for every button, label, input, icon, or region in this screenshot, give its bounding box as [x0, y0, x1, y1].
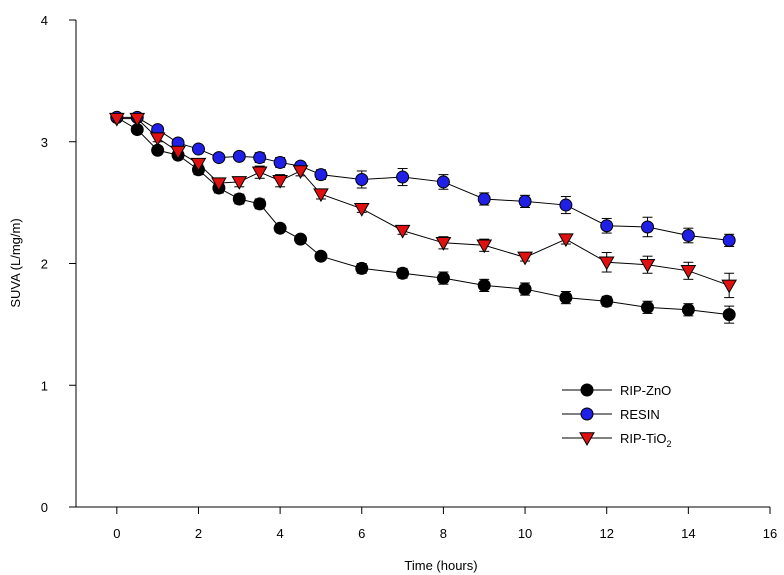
data-point — [232, 192, 246, 206]
data-point — [559, 291, 573, 305]
data-point — [273, 221, 287, 235]
data-point — [272, 174, 288, 189]
data-point — [313, 188, 329, 203]
data-point — [477, 278, 491, 292]
series-line — [116, 116, 730, 316]
data-point — [314, 249, 328, 263]
data-point — [170, 145, 186, 160]
y-tick-label: 2 — [41, 257, 48, 272]
legend-item: RIP-ZnO — [562, 383, 671, 398]
legend: RIP-ZnO RESIN RIP-TiO2 — [562, 383, 671, 449]
data-point — [251, 166, 268, 181]
data-point — [273, 155, 287, 169]
legend-label-text: RIP-TiO — [620, 431, 666, 446]
data-point — [639, 258, 656, 273]
data-point — [190, 157, 207, 172]
x-tick-label: 8 — [440, 526, 447, 541]
data-point — [294, 232, 308, 246]
x-tick-label: 10 — [518, 526, 532, 541]
legend-marker — [579, 432, 595, 447]
data-point — [436, 175, 450, 189]
x-tick-label: 12 — [599, 526, 613, 541]
data-point — [600, 219, 614, 233]
legend-label: RIP-ZnO — [620, 383, 671, 398]
data-point — [396, 170, 410, 184]
data-point — [435, 237, 452, 251]
x-axis-ticks: 0 2 4 6 8 10 12 14 16 — [113, 507, 777, 541]
data-point — [598, 256, 615, 271]
y-axis-ticks: 0 1 2 3 4 — [41, 13, 76, 515]
data-point — [518, 282, 532, 296]
legend-label-text: RIP-ZnO — [620, 383, 671, 398]
data-point — [721, 279, 738, 294]
data-point — [253, 197, 267, 211]
data-point — [518, 194, 532, 208]
y-tick-label: 0 — [41, 500, 48, 515]
legend-label-subscript: 2 — [666, 439, 671, 449]
y-tick-label: 3 — [41, 135, 48, 150]
legend-item: RESIN — [562, 407, 660, 422]
data-point — [641, 300, 655, 314]
x-tick-label: 6 — [358, 526, 365, 541]
data-point — [436, 271, 450, 285]
data-point — [559, 198, 573, 212]
x-axis-title: Time (hours) — [404, 558, 477, 573]
y-axis-title: SUVA (L/mg/m) — [8, 218, 23, 307]
data-point — [353, 202, 370, 217]
data-point — [211, 177, 227, 192]
data-point — [476, 239, 493, 254]
data-point — [517, 251, 533, 266]
data-point — [232, 149, 246, 163]
data-point — [149, 132, 166, 147]
data-point — [680, 265, 697, 279]
data-point — [477, 192, 491, 206]
legend-label-text: RESIN — [620, 407, 660, 422]
data-point — [722, 233, 736, 247]
series-line — [116, 118, 730, 286]
data-point — [108, 112, 125, 127]
data-point — [253, 151, 267, 165]
x-tick-label: 2 — [195, 526, 202, 541]
legend-marker — [580, 383, 594, 397]
x-tick-label: 4 — [277, 526, 284, 541]
data-point — [355, 261, 369, 275]
y-tick-label: 4 — [41, 13, 48, 28]
data-point — [355, 172, 369, 186]
legend-label: RIP-TiO2 — [620, 431, 671, 449]
x-tick-label: 0 — [113, 526, 120, 541]
legend-label: RESIN — [620, 407, 660, 422]
series — [108, 110, 738, 324]
data-point — [231, 176, 248, 190]
data-point — [641, 220, 655, 234]
data-point — [212, 151, 226, 165]
data-point — [292, 165, 309, 179]
series-resin — [110, 110, 736, 247]
data-point — [191, 142, 205, 156]
data-point — [600, 294, 614, 308]
data-point — [129, 112, 146, 127]
y-tick-label: 1 — [41, 378, 48, 393]
data-point — [722, 308, 736, 322]
x-tick-label: 16 — [763, 526, 777, 541]
legend-item: RIP-TiO2 — [562, 431, 671, 449]
series-rip-zno — [110, 110, 736, 324]
data-point — [681, 228, 695, 242]
data-point — [394, 224, 411, 239]
data-point — [681, 303, 695, 317]
data-point — [396, 266, 410, 280]
x-tick-label: 14 — [681, 526, 695, 541]
legend-marker — [580, 407, 594, 421]
data-point — [558, 233, 574, 248]
data-point — [314, 168, 328, 182]
series-rip-tio2 — [108, 112, 738, 299]
